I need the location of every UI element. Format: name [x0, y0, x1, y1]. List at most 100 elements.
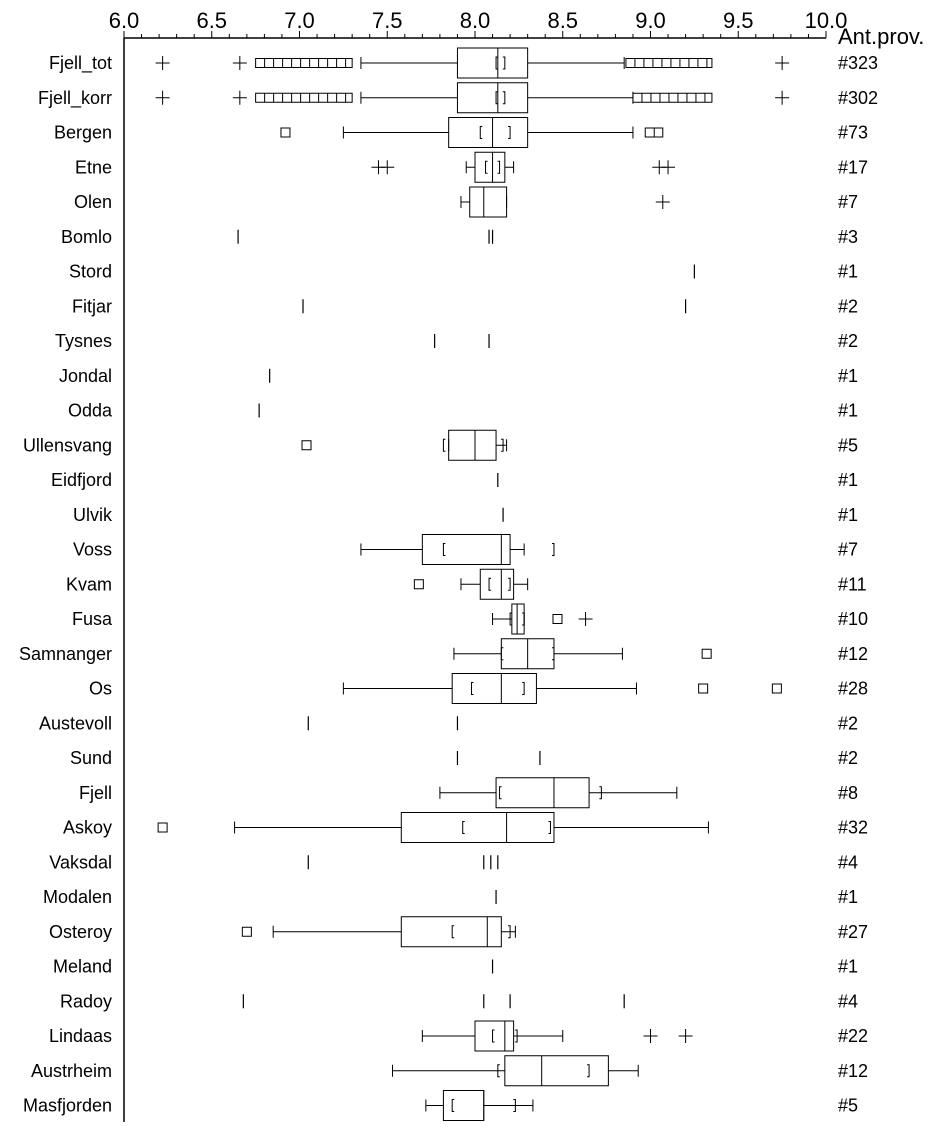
- row-label: Odda: [68, 401, 113, 421]
- outlier-run: [632, 92, 713, 103]
- row-count: #27: [838, 922, 868, 942]
- row-label: Bomlo: [61, 227, 112, 247]
- x-tick-label: 7.0: [284, 8, 315, 33]
- row-fjell_tot: Fjell_tot #323: [49, 47, 878, 79]
- mean-ci-right-bracket: [497, 160, 501, 174]
- row-bomlo: Bomlo #3: [61, 227, 858, 247]
- outlier-square: [413, 579, 424, 590]
- mean-ci-right-bracket: [551, 543, 555, 556]
- row-label: Osteroy: [49, 922, 112, 942]
- row-count: #12: [838, 1061, 868, 1081]
- row-kvam: Kvam #11: [66, 568, 867, 600]
- mean-ci-left-bracket: [451, 1099, 455, 1112]
- mean-ci-right-bracket: [502, 56, 506, 70]
- row-count: #73: [838, 123, 868, 143]
- row-bergen: Bergen #73: [54, 117, 868, 148]
- row-count: #28: [838, 679, 868, 699]
- row-radoy: Radoy #4: [60, 991, 858, 1011]
- row-label: Ullensvang: [23, 435, 112, 455]
- row-masfjorden: Masfjorden #5: [23, 1090, 858, 1121]
- row-count: #7: [838, 540, 858, 560]
- row-label: Ulvik: [73, 505, 113, 525]
- row-label: Fjell_tot: [49, 53, 112, 74]
- mean-ci-left-bracket: [509, 612, 513, 626]
- row-fjell_korr: Fjell_korr #302: [38, 82, 878, 114]
- row-samnanger: Samnanger #12: [19, 638, 868, 670]
- row-label: Austevoll: [39, 713, 112, 733]
- row-count: #8: [838, 783, 858, 803]
- mean-ci-right-bracket: [587, 1064, 590, 1078]
- iqr-box: [474, 1020, 515, 1052]
- mean-ci-left-bracket: [442, 543, 446, 556]
- x-tick-label: 8.0: [460, 8, 491, 33]
- mean-ci-left-bracket: [488, 577, 492, 591]
- iqr-box: [495, 777, 590, 809]
- iqr-box: [442, 1090, 485, 1121]
- iqr-box: [400, 916, 502, 948]
- mean-ci-right-bracket: [508, 925, 511, 939]
- mean-ci-right-bracket: [551, 647, 555, 661]
- mean-ci-left-bracket: [470, 682, 474, 695]
- mean-ci-left-bracket: [451, 925, 455, 939]
- row-fusa: Fusa #10: [72, 603, 868, 635]
- mean-ci-right-bracket: [508, 577, 511, 591]
- mean-ci-left-bracket: [442, 438, 446, 452]
- row-jondal: Jondal #1: [59, 366, 858, 386]
- row-count: #12: [838, 644, 868, 664]
- row-label: Samnanger: [19, 644, 112, 664]
- row-count: #4: [838, 991, 858, 1011]
- row-label: Askoy: [63, 818, 112, 838]
- row-voss: Voss #7: [73, 534, 858, 565]
- mean-ci-right-bracket: [502, 91, 506, 105]
- row-label: Etne: [75, 157, 112, 177]
- iqr-box: [474, 151, 506, 183]
- row-meland: Meland #1: [53, 957, 858, 977]
- row-stord: Stord #1: [69, 262, 858, 282]
- row-osteroy: Osteroy #27: [49, 916, 868, 948]
- iqr-box: [504, 1055, 609, 1087]
- row-count: #32: [838, 818, 868, 838]
- mean-ci-left-bracket: [497, 1064, 500, 1078]
- row-fitjar: Fitjar #2: [72, 296, 858, 316]
- mean-ci-right-bracket: [599, 786, 602, 800]
- row-count: #2: [838, 296, 858, 316]
- row-label: Fitjar: [72, 296, 112, 316]
- mean-ci-left-bracket: [495, 91, 499, 105]
- outlier-square: [552, 614, 563, 624]
- row-austrheim: Austrheim #12: [31, 1055, 868, 1087]
- row-label: Eidfjord: [51, 470, 112, 490]
- row-label: Modalen: [43, 887, 112, 907]
- outlier-square: [698, 683, 709, 694]
- row-label: Sund: [70, 748, 112, 768]
- row-count: #1: [838, 366, 858, 386]
- mean-ci-right-bracket: [548, 821, 551, 834]
- iqr-box: [400, 812, 555, 843]
- row-label: Austrheim: [31, 1061, 112, 1081]
- row-count: #1: [838, 887, 858, 907]
- row-eidfjord: Eidfjord #1: [51, 470, 858, 490]
- row-austevoll: Austevoll #2: [39, 713, 858, 733]
- row-label: Fusa: [72, 609, 113, 629]
- row-count: #2: [838, 331, 858, 351]
- row-count: #2: [838, 713, 858, 733]
- row-count: #323: [838, 53, 878, 73]
- row-count: #1: [838, 262, 858, 282]
- row-label: Os: [89, 679, 112, 699]
- row-ullensvang: Ullensvang #5: [23, 429, 858, 461]
- row-modalen: Modalen #1: [43, 887, 858, 907]
- outlier-square: [301, 440, 312, 451]
- row-count: #5: [838, 435, 858, 455]
- iqr-box: [511, 603, 525, 635]
- row-count: #4: [838, 852, 858, 872]
- mean-ci-left-bracket: [492, 1029, 495, 1043]
- outlier-square: [157, 822, 168, 833]
- row-label: Radoy: [60, 991, 112, 1011]
- row-label: Fjell: [79, 783, 112, 803]
- mean-ci-right-bracket: [522, 682, 525, 695]
- row-label: Stord: [69, 262, 112, 282]
- row-count: #22: [838, 1026, 868, 1046]
- iqr-box: [456, 82, 529, 114]
- x-tick-label: 10.0: [805, 8, 848, 33]
- row-label: Meland: [53, 957, 112, 977]
- x-tick-label: 6.0: [109, 8, 140, 33]
